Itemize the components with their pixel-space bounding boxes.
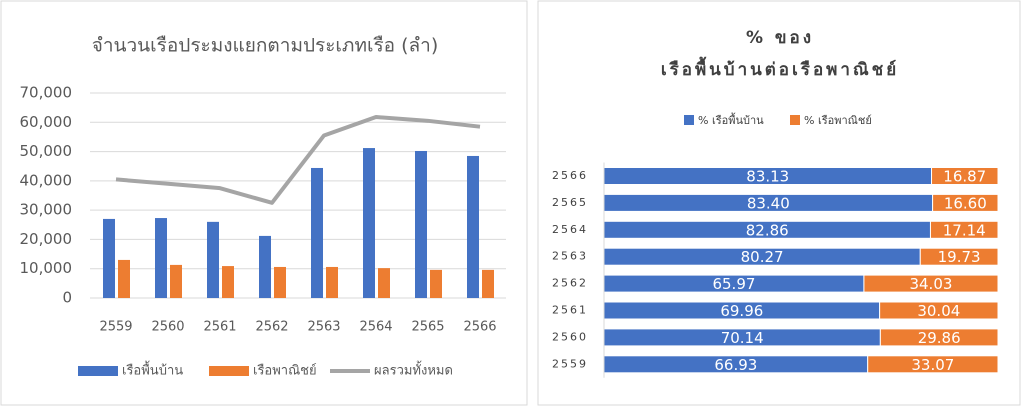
y-tick-label: 2561 xyxy=(552,304,588,317)
legend-swatch xyxy=(790,115,800,125)
legend-label: % เรือพื้นบ้าน xyxy=(698,112,764,127)
value-label: 83.13 xyxy=(746,168,789,186)
legend-label: % เรือพาณิชย์ xyxy=(804,114,872,127)
chart-title: เรือพื้นบ้านต่อเรือพาณิชย์ xyxy=(661,56,899,80)
value-label: 19.73 xyxy=(938,248,981,266)
bar xyxy=(274,266,286,298)
x-tick-label: 2566 xyxy=(463,320,496,335)
y-tick-label: 2560 xyxy=(552,330,588,343)
x-tick-label: 2560 xyxy=(151,320,184,335)
x-tick-label: 2564 xyxy=(359,320,392,335)
bar xyxy=(430,269,442,298)
bar xyxy=(879,328,999,347)
bar xyxy=(170,264,182,298)
bar xyxy=(207,221,219,298)
x-tick-label: 2561 xyxy=(203,320,236,335)
x-tick-label: 2559 xyxy=(99,320,132,335)
chart-title: จำนวนเรือประมงแยกตามประเภทเรือ (ลำ) xyxy=(92,35,439,57)
bar xyxy=(222,266,234,298)
legend-swatch xyxy=(684,115,694,125)
y-tick-label: 2565 xyxy=(552,196,588,209)
bar xyxy=(863,274,999,293)
value-label: 80.27 xyxy=(741,248,784,266)
x-tick-label: 2565 xyxy=(411,320,444,335)
bar xyxy=(155,218,167,298)
bar xyxy=(378,268,390,298)
y-tick-label: 30,000 xyxy=(20,201,73,219)
bar xyxy=(103,218,115,298)
y-tick-label: 50,000 xyxy=(20,142,73,160)
y-tick-label: 2566 xyxy=(552,169,588,182)
y-tick-label: 2563 xyxy=(552,250,588,263)
legend-swatch xyxy=(78,366,118,376)
value-label: 69.96 xyxy=(720,302,763,320)
y-tick-label: 2559 xyxy=(552,357,588,370)
value-label: 65.97 xyxy=(712,275,755,293)
bar xyxy=(311,167,323,298)
value-label: 16.87 xyxy=(943,168,986,186)
value-label: 83.40 xyxy=(747,194,790,212)
bar xyxy=(879,301,999,320)
y-tick-label: 2564 xyxy=(552,223,588,236)
legend-swatch xyxy=(209,366,249,376)
left-panel xyxy=(0,0,528,406)
value-label: 70.14 xyxy=(721,329,764,347)
y-tick-label: 10,000 xyxy=(20,259,73,277)
bar xyxy=(929,220,999,239)
y-tick-label: 40,000 xyxy=(20,171,73,189)
bar xyxy=(932,193,999,212)
line xyxy=(115,115,481,205)
bar xyxy=(118,259,130,298)
value-label: 17.14 xyxy=(943,221,986,239)
bar xyxy=(259,235,271,298)
value-label: 33.07 xyxy=(911,356,954,374)
y-tick-label: 60,000 xyxy=(20,113,73,131)
bar xyxy=(363,148,375,298)
value-label: 30.04 xyxy=(917,302,960,320)
value-label: 82.86 xyxy=(746,221,789,239)
bar xyxy=(415,150,427,298)
value-label: 29.86 xyxy=(918,329,961,347)
value-label: 16.60 xyxy=(944,194,987,212)
bar xyxy=(467,155,479,298)
chart-title: % ของ xyxy=(746,28,814,48)
bar xyxy=(867,355,999,374)
y-tick-label: 20,000 xyxy=(20,230,73,248)
y-tick-label: 0 xyxy=(62,289,72,307)
x-tick-label: 2562 xyxy=(255,320,288,335)
bar xyxy=(931,167,999,185)
bar xyxy=(482,269,494,298)
y-tick-label: 2562 xyxy=(552,277,588,290)
legend-label: ผลรวมทั้งหมด xyxy=(374,361,453,379)
value-label: 34.03 xyxy=(909,275,952,293)
bar xyxy=(326,266,338,298)
value-label: 66.93 xyxy=(714,356,757,374)
y-tick-label: 70,000 xyxy=(20,84,73,102)
bar xyxy=(919,247,999,266)
legend-label: เรือพื้นบ้าน xyxy=(122,361,183,379)
legend-label: เรือพาณิชย์ xyxy=(253,363,317,379)
x-tick-label: 2563 xyxy=(307,320,340,335)
